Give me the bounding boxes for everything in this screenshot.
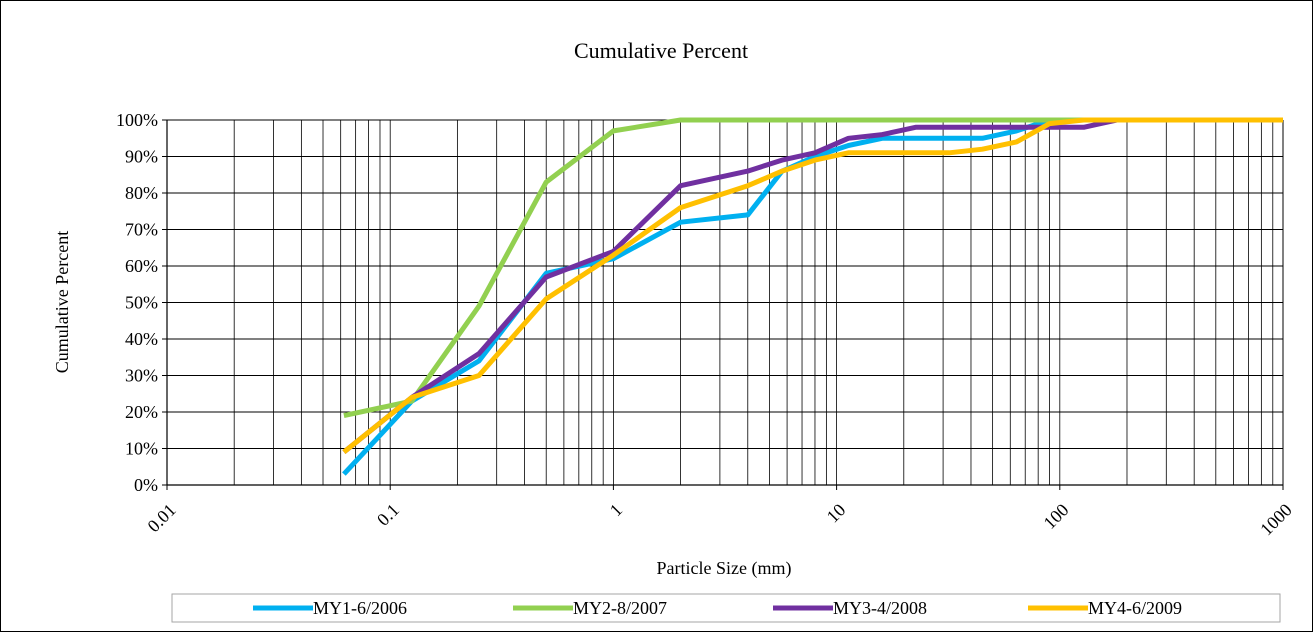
y-tick-label: 40% — [125, 329, 158, 349]
chart-title: Cumulative Percent — [574, 38, 748, 63]
legend-label: MY1-6/2006 — [313, 598, 407, 618]
y-tick-label: 30% — [125, 366, 158, 386]
legend: MY1-6/2006 MY2-8/2007 MY3-4/2008 MY4-6/2009 — [172, 594, 1280, 622]
y-tick-label: 60% — [125, 256, 158, 276]
y-tick-label: 50% — [125, 293, 158, 313]
x-axis-title: Particle Size (mm) — [657, 558, 792, 579]
y-tick-label: 90% — [125, 147, 158, 167]
y-tick-label: 20% — [125, 402, 158, 422]
y-tick-label: 0% — [134, 475, 158, 495]
y-axis-title: Cumulative Percent — [52, 231, 72, 373]
y-tick-label: 70% — [125, 220, 158, 240]
y-tick-label: 10% — [125, 439, 158, 459]
legend-label: MY4-6/2009 — [1088, 598, 1182, 618]
y-tick-label: 100% — [116, 110, 158, 130]
y-tick-label: 80% — [125, 183, 158, 203]
legend-label: MY3-4/2008 — [833, 598, 927, 618]
legend-label: MY2-8/2007 — [573, 598, 667, 618]
